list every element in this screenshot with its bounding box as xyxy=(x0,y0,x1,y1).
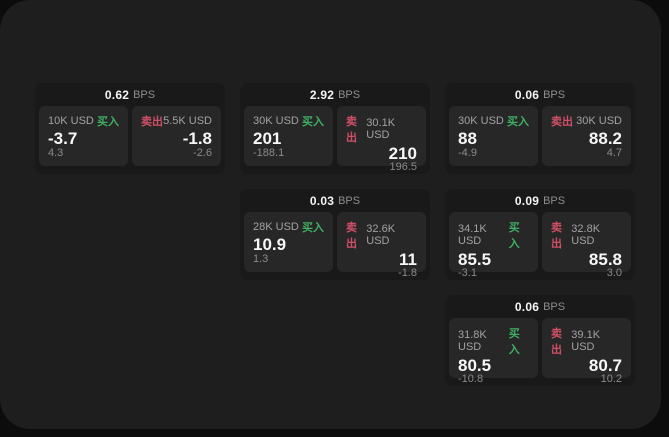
sell-amount: 30K USD xyxy=(576,115,622,127)
bps-value: 0.09 xyxy=(514,193,540,208)
sell-cell[interactable]: 卖出 30K USD 88.2 4.7 xyxy=(542,106,631,166)
bps-unit: BPS xyxy=(338,194,361,207)
buy-delta: -10.8 xyxy=(458,373,484,385)
sell-label: 卖出 xyxy=(551,116,573,128)
sell-price: -1.8 xyxy=(182,129,212,148)
sell-amount: 5.5K USD xyxy=(163,115,212,127)
sell-cell[interactable]: 卖出 32.6K USD 11 -1.8 xyxy=(337,212,426,279)
bps-header: 0.09 BPS xyxy=(445,189,635,212)
sell-cell[interactable]: 卖出 32.8K USD 85.8 3.0 xyxy=(542,212,631,279)
sell-amount: 32.6K USD xyxy=(366,223,396,247)
buy-price: 85.5 xyxy=(458,250,492,269)
bps-header: 2.92 BPS xyxy=(240,83,430,106)
buy-price: 10.9 xyxy=(253,235,287,254)
sell-price: 11 xyxy=(399,250,417,269)
buy-delta: 1.3 xyxy=(253,253,269,265)
sell-cell[interactable]: 卖出 30.1K USD 210 196.5 xyxy=(337,106,426,173)
buy-cell[interactable]: 30K USD 买入 201 -188.1 xyxy=(244,106,333,166)
buy-cell[interactable]: 28K USD 买入 10.9 1.3 xyxy=(244,212,333,272)
bps-unit: BPS xyxy=(133,88,156,101)
quote-card: 0.62 BPS 10K USD 买入 -3.7 4.3 卖出 5.5K USD… xyxy=(35,83,225,174)
sell-amount: 30.1K USD xyxy=(366,117,396,141)
buy-label: 买入 xyxy=(302,222,324,234)
sell-label: 卖出 xyxy=(141,116,163,128)
buy-price: -3.7 xyxy=(48,129,78,148)
buy-delta: -188.1 xyxy=(253,147,285,159)
buy-price: 201 xyxy=(253,129,282,148)
buy-label: 买入 xyxy=(508,222,520,250)
buy-amount: 10K USD xyxy=(48,115,94,127)
bps-header: 0.06 BPS xyxy=(445,83,635,106)
bps-header: 0.62 BPS xyxy=(35,83,225,106)
sell-cell[interactable]: 卖出 39.1K USD 80.7 10.2 xyxy=(542,318,631,385)
sell-delta: 10.2 xyxy=(600,373,622,385)
bps-unit: BPS xyxy=(543,300,566,313)
buy-price: 80.5 xyxy=(458,356,492,375)
buy-label: 买入 xyxy=(97,116,119,128)
buy-cell[interactable]: 31.8K USD 买入 80.5 -10.8 xyxy=(449,318,538,385)
sell-price: 85.8 xyxy=(588,250,622,269)
bps-unit: BPS xyxy=(543,194,566,207)
quote-card: 0.03 BPS 28K USD 买入 10.9 1.3 卖出 32.6K US… xyxy=(240,189,430,280)
quote-card: 0.06 BPS 30K USD 买入 88 -4.9 卖出 30K USD 8… xyxy=(445,83,635,174)
buy-label: 买入 xyxy=(507,116,529,128)
bps-header: 0.06 BPS xyxy=(445,295,635,318)
bps-value: 0.06 xyxy=(514,299,540,314)
buy-delta: 4.3 xyxy=(48,147,64,159)
sell-price: 210 xyxy=(388,144,417,163)
sell-price: 80.7 xyxy=(588,356,622,375)
sell-price: 88.2 xyxy=(588,129,622,148)
bps-unit: BPS xyxy=(338,88,361,101)
buy-cell[interactable]: 30K USD 买入 88 -4.9 xyxy=(449,106,538,166)
buy-delta: -4.9 xyxy=(458,147,477,159)
buy-amount: 30K USD xyxy=(253,115,299,127)
buy-price: 88 xyxy=(458,129,477,148)
bps-value: 2.92 xyxy=(309,87,335,102)
sell-delta: -2.6 xyxy=(193,147,212,159)
sell-delta: -1.8 xyxy=(398,267,417,279)
sell-label: 卖出 xyxy=(551,222,562,250)
buy-label: 买入 xyxy=(302,116,324,128)
sell-amount: 39.1K USD xyxy=(571,329,601,353)
sell-label: 卖出 xyxy=(551,328,562,356)
bps-value: 0.62 xyxy=(104,87,130,102)
quote-board-panel: 0.62 BPS 10K USD 买入 -3.7 4.3 卖出 5.5K USD… xyxy=(0,0,661,429)
buy-amount: 28K USD xyxy=(253,221,299,233)
bps-value: 0.06 xyxy=(514,87,540,102)
buy-amount: 31.8K USD xyxy=(458,329,487,353)
quote-card: 0.09 BPS 34.1K USD 买入 85.5 -3.1 卖出 32.8K… xyxy=(445,189,635,280)
bps-header: 0.03 BPS xyxy=(240,189,430,212)
buy-amount: 30K USD xyxy=(458,115,504,127)
sell-amount: 32.8K USD xyxy=(571,223,601,247)
bps-unit: BPS xyxy=(543,88,566,101)
sell-label: 卖出 xyxy=(346,222,357,250)
sell-delta: 196.5 xyxy=(389,161,417,173)
quote-card: 0.06 BPS 31.8K USD 买入 80.5 -10.8 卖出 39.1… xyxy=(445,295,635,386)
buy-delta: -3.1 xyxy=(458,267,477,279)
sell-delta: 4.7 xyxy=(606,147,622,159)
bps-value: 0.03 xyxy=(309,193,335,208)
quote-card: 2.92 BPS 30K USD 买入 201 -188.1 卖出 30.1K … xyxy=(240,83,430,174)
buy-label: 买入 xyxy=(508,328,520,356)
sell-cell[interactable]: 卖出 5.5K USD -1.8 -2.6 xyxy=(132,106,221,166)
sell-label: 卖出 xyxy=(346,116,357,144)
buy-amount: 34.1K USD xyxy=(458,223,487,247)
buy-cell[interactable]: 34.1K USD 买入 85.5 -3.1 xyxy=(449,212,538,279)
buy-cell[interactable]: 10K USD 买入 -3.7 4.3 xyxy=(39,106,128,166)
sell-delta: 3.0 xyxy=(606,267,622,279)
